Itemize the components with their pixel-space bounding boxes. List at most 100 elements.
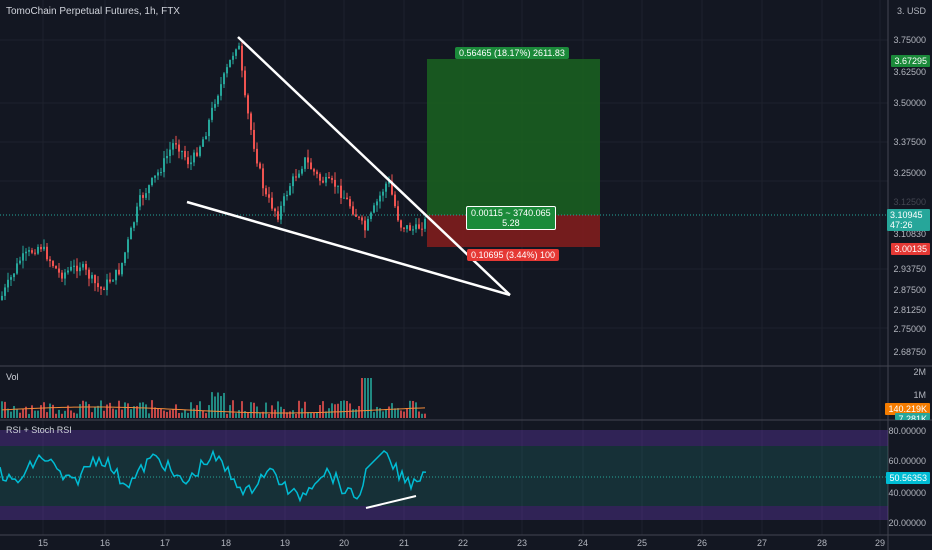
volume-bar [148, 413, 150, 418]
candle-body [382, 191, 384, 196]
volume-bar [133, 406, 135, 418]
volume-bar [199, 401, 201, 418]
candle-body [421, 228, 423, 230]
candle-body [397, 206, 399, 221]
rsi-divergence-line [365, 495, 417, 509]
candle-body [268, 194, 270, 198]
volume-bar [322, 401, 324, 418]
volume-bar [241, 401, 243, 418]
candle-body [262, 168, 264, 189]
price-tick: 2.81250 [893, 305, 926, 315]
rsi-value-tag: 50.56353 [886, 472, 930, 484]
volume-bar [400, 410, 402, 418]
volume-bar [373, 412, 375, 418]
volume-bar [304, 401, 306, 418]
candle-body [172, 143, 174, 150]
volume-bar [226, 413, 228, 418]
volume-bar [340, 400, 342, 418]
candle-body [241, 45, 243, 71]
symbol-title[interactable]: TomoChain Perpetual Futures, 1h, FTX [6, 6, 180, 17]
volume-bar [205, 413, 207, 418]
candle-body [229, 59, 231, 68]
volume-bar [277, 401, 279, 418]
candle-body [166, 155, 168, 159]
candle-body [115, 269, 117, 281]
volume-bar [274, 409, 276, 418]
candle-body [319, 174, 321, 181]
volume-bar [292, 410, 294, 418]
volume-bar [382, 411, 384, 418]
candle-body [391, 181, 393, 195]
candle-body [208, 119, 210, 137]
volume-ma-line [1, 406, 426, 414]
time-tick: 17 [159, 538, 171, 548]
volume-bar [184, 409, 186, 418]
rsi-pane-title[interactable]: RSI + Stoch RSI [6, 425, 72, 435]
entry-label-line2: 5.28 [502, 218, 520, 228]
volume-bar [406, 408, 408, 418]
volume-bar [55, 413, 57, 418]
price-tick: 2.75000 [893, 324, 926, 334]
volume-bar [235, 413, 237, 418]
volume-bar [367, 378, 369, 418]
volume-pane-title[interactable]: Vol [6, 372, 19, 382]
candle-body [70, 266, 72, 271]
entry-label[interactable]: 0.00115 ~ 3740.065 5.28 [466, 206, 556, 230]
price-tick: 2.93750 [893, 264, 926, 274]
candle-body [244, 70, 246, 96]
target-label[interactable]: 0.56465 (18.17%) 2611.83 [455, 47, 569, 59]
time-tick: 21 [398, 538, 410, 548]
candle-body [247, 95, 249, 114]
price-tick: 3.75000 [893, 35, 926, 45]
candle-body [130, 227, 132, 240]
stoch-overbought-band [0, 430, 888, 446]
candle-body [76, 265, 78, 272]
time-tick: 19 [279, 538, 291, 548]
volume-bar [379, 408, 381, 418]
volume-bar [421, 413, 423, 418]
volume-bar [259, 412, 261, 418]
candle-body [73, 265, 75, 267]
candle-body [142, 195, 144, 198]
stop-label[interactable]: 0.10695 (3.44%) 100 [467, 249, 560, 261]
currency-label[interactable]: 3. USD [896, 6, 926, 16]
candle-body [379, 195, 381, 202]
volume-bar [109, 402, 111, 418]
candle-body [352, 206, 354, 215]
volume-bar [220, 396, 222, 418]
candle-body [406, 225, 408, 229]
volume-bar [310, 412, 312, 418]
time-tick: 16 [99, 538, 111, 548]
candle-body [202, 139, 204, 147]
time-tick: 26 [696, 538, 708, 548]
candle-body [52, 261, 54, 267]
price-tick: 3.10830 [893, 229, 926, 239]
volume-bar [352, 409, 354, 418]
candle-body [127, 239, 129, 253]
volume-bar [214, 396, 216, 418]
candle-body [178, 144, 180, 152]
candlestick-series [1, 39, 426, 301]
volume-bar [64, 410, 66, 418]
volume-bar [118, 400, 120, 418]
candle-body [187, 157, 189, 165]
candle-body [367, 218, 369, 231]
candle-body [61, 272, 63, 279]
volume-bar [25, 406, 27, 418]
volume-bar [160, 408, 162, 418]
volume-bar [244, 411, 246, 418]
candle-body [184, 151, 186, 158]
volume-bar [268, 413, 270, 418]
profit-zone [427, 59, 600, 215]
candle-body [1, 295, 3, 300]
candle-body [79, 267, 81, 272]
volume-bar [253, 402, 255, 418]
candle-body [403, 227, 405, 229]
candle-body [139, 195, 141, 207]
volume-tick: 2M [913, 367, 926, 377]
candle-body [289, 186, 291, 195]
candle-body [238, 45, 240, 50]
candle-body [388, 181, 390, 184]
last-price-value: 3.10945 [890, 210, 923, 220]
